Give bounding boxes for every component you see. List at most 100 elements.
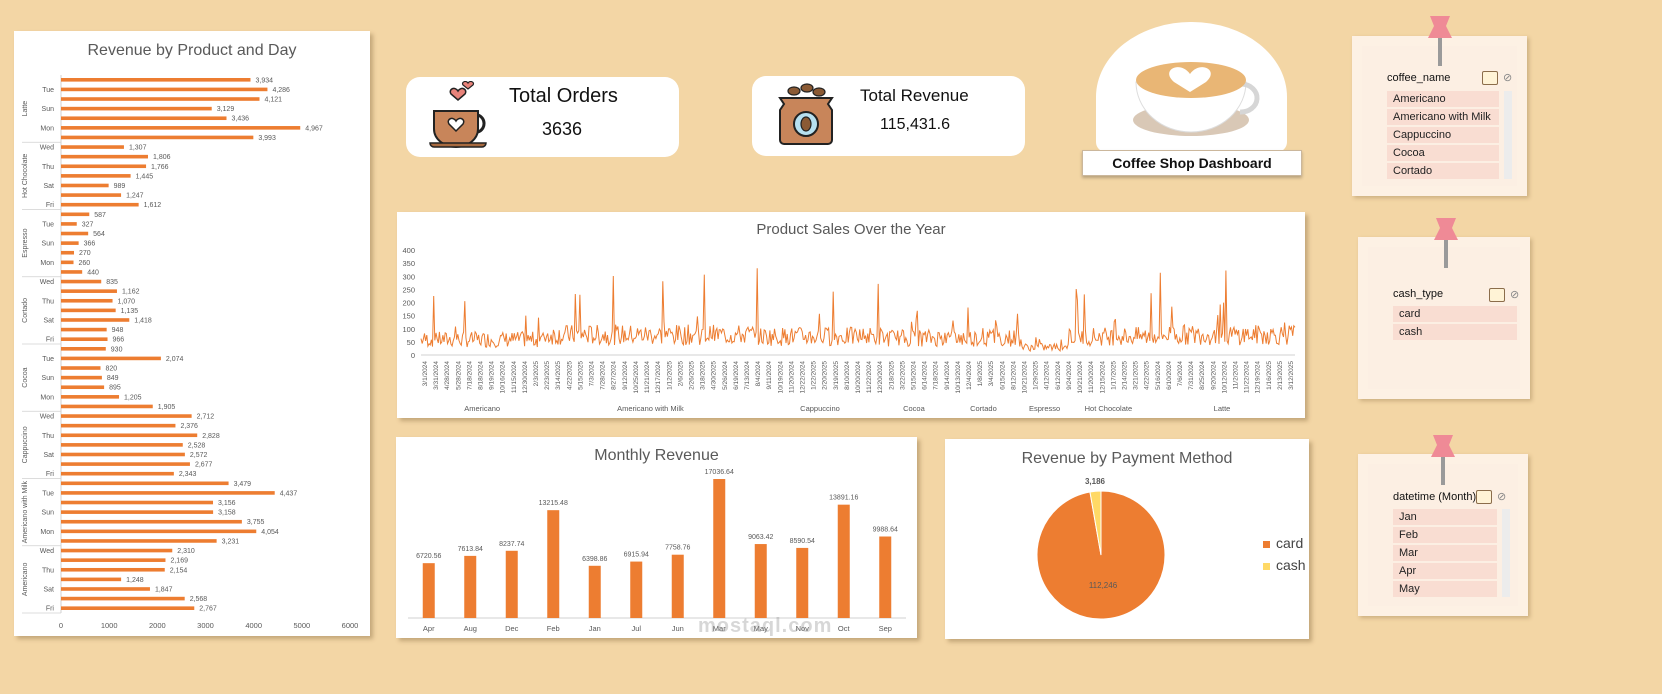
date-tick-label: 4/30/2025 (711, 361, 718, 390)
data-label: 1,418 (134, 317, 152, 324)
date-tick-label: 6/15/2024 (999, 361, 1006, 390)
y-tick-label: 250 (402, 285, 415, 294)
data-label: 820 (105, 366, 117, 373)
data-label: 3,993 (258, 135, 276, 142)
data-label: 1,445 (136, 173, 154, 180)
data-label: 1,162 (122, 289, 140, 296)
slicer-item[interactable]: Apr (1393, 563, 1497, 579)
slicer-scrollbar[interactable] (1502, 509, 1510, 597)
data-label: 1,307 (129, 145, 147, 152)
category-label: Latte (1214, 404, 1231, 413)
slicer-item[interactable]: card (1393, 306, 1517, 322)
day-tick-label: Sat (43, 183, 54, 190)
bar (61, 145, 124, 149)
slicer-scrollbar[interactable] (1504, 91, 1512, 179)
x-tick-label: 0 (59, 621, 63, 630)
date-tick-label: 2/23/2025 (544, 361, 551, 390)
date-tick-label: 12/20/2024 (877, 361, 884, 394)
multi-select-icon[interactable] (1482, 71, 1498, 85)
date-tick-label: 5/26/2024 (722, 361, 729, 390)
day-tick-label: Tue (42, 356, 54, 363)
x-tick-label: 6000 (342, 621, 359, 630)
day-tick-label: Tue (42, 221, 54, 228)
y-tick-label: 50 (407, 338, 415, 347)
bar (61, 481, 229, 486)
slicer-cash-type-header: cash_type (1393, 288, 1444, 300)
bar (61, 414, 192, 418)
day-tick-label: Fri (46, 337, 55, 344)
slicer-item[interactable]: cash (1393, 324, 1517, 340)
date-tick-label: 1/22/2025 (811, 361, 818, 390)
data-label: 4,967 (305, 125, 323, 132)
data-label: 8237.74 (499, 541, 524, 548)
x-tick-label: 2000 (149, 621, 166, 630)
slicer-item[interactable]: Cappuccino (1387, 127, 1499, 143)
bar (61, 97, 260, 101)
date-tick-label: 3/19/2025 (833, 361, 840, 390)
date-tick-label: 7/31/2024 (1188, 361, 1195, 390)
total-revenue-value: 115,431.6 (880, 116, 950, 133)
bar (61, 202, 139, 207)
bar (61, 567, 165, 572)
day-tick-label: Wed (40, 548, 54, 555)
day-tick-label: Thu (42, 433, 54, 440)
y-tick-label: 400 (402, 246, 415, 255)
bar (61, 154, 148, 159)
slicer-item[interactable]: May (1393, 581, 1497, 597)
date-tick-label: 10/21/2024 (1022, 361, 1029, 394)
day-tick-label: Sun (42, 510, 55, 517)
bar (61, 529, 257, 534)
slicer-item[interactable]: Mar (1393, 545, 1497, 561)
bar (61, 193, 122, 197)
bar (713, 479, 726, 618)
total-orders-value: 3636 (542, 119, 583, 139)
bar (61, 596, 185, 601)
bar (61, 87, 268, 92)
multi-select-icon[interactable] (1489, 288, 1505, 302)
multi-select-icon[interactable] (1476, 490, 1492, 504)
bar (754, 544, 767, 618)
date-tick-label: 5/15/2024 (911, 361, 918, 390)
clear-filter-icon[interactable]: ⊘ (1503, 72, 1513, 84)
clear-filter-icon[interactable]: ⊘ (1497, 491, 1507, 503)
month-tick-label: Oct (838, 624, 851, 633)
date-tick-label: 10/13/2024 (955, 361, 962, 394)
bar (61, 462, 190, 466)
data-label: 1,248 (126, 577, 144, 584)
slicer-item[interactable]: Cortado (1387, 163, 1499, 179)
data-label: 2,568 (190, 596, 208, 603)
data-label: 9063.42 (748, 534, 773, 541)
bar (61, 126, 301, 130)
latte-cup-icon (1096, 22, 1287, 152)
legend-swatch-card (1263, 540, 1270, 548)
legend-label-cash: cash (1276, 557, 1306, 573)
slicer-item[interactable]: Cocoa (1387, 145, 1499, 161)
slicer-item[interactable]: Americano (1387, 91, 1499, 107)
product-day-chart: 3,934 4,286 Tue 4,121 3,129 Sun 3,436 4,967 Mon 3… (22, 75, 359, 630)
date-tick-label: 6/19/2024 (733, 361, 740, 390)
total-revenue-label: Total Revenue (860, 86, 969, 105)
slicer-month-body: datetime (Month) ⊘ Jan Feb Mar Apr May (1368, 464, 1518, 606)
slicer-item[interactable]: Jan (1393, 509, 1497, 525)
date-tick-label: 8/18/2024 (478, 361, 485, 390)
date-tick-label: 1/29/2025 (1033, 361, 1040, 390)
y-tick-label: 100 (402, 325, 415, 334)
day-tick-label: Sat (43, 586, 54, 593)
data-label: 895 (109, 385, 121, 392)
date-tick-label: 8/4/2024 (755, 361, 762, 387)
slicer-item[interactable]: Americano with Milk (1387, 109, 1499, 125)
bar (61, 366, 101, 370)
clear-filter-icon[interactable]: ⊘ (1510, 289, 1520, 301)
bar (422, 563, 435, 618)
pushpin-icon (1428, 16, 1452, 66)
data-label: 3,436 (232, 116, 250, 123)
data-label: 112,246 (1089, 581, 1118, 590)
day-tick-label: Thu (42, 164, 54, 171)
product-group-label: Americano with Milk (22, 481, 29, 544)
date-tick-label: 3/22/2025 (899, 361, 906, 390)
slicer-item[interactable]: Feb (1393, 527, 1497, 543)
bar (61, 106, 212, 111)
slicer-coffee-name-body: coffee_name ⊘ Americano Americano with M… (1362, 46, 1517, 186)
bar (61, 337, 108, 341)
date-tick-label: 5/28/2024 (455, 361, 462, 390)
